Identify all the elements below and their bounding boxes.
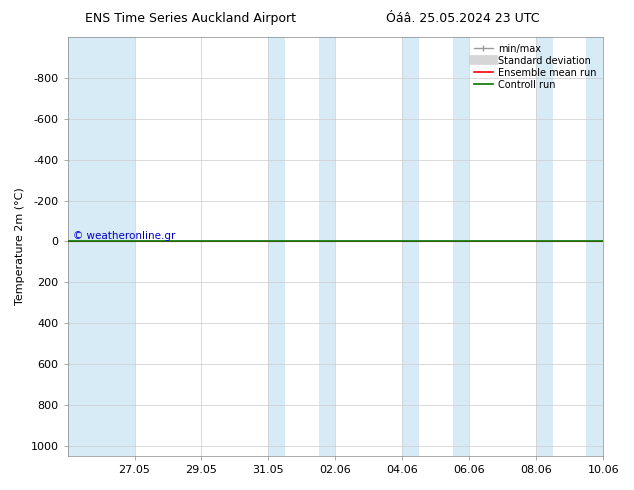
Bar <box>68 37 134 456</box>
Bar <box>403 37 419 456</box>
Bar <box>268 37 285 456</box>
Legend: min/max, Standard deviation, Ensemble mean run, Controll run: min/max, Standard deviation, Ensemble me… <box>472 42 598 92</box>
Bar <box>536 37 553 456</box>
Text: © weatheronline.gr: © weatheronline.gr <box>73 231 176 242</box>
Bar <box>319 37 335 456</box>
Bar <box>453 37 469 456</box>
Text: ENS Time Series Auckland Airport: ENS Time Series Auckland Airport <box>85 12 295 25</box>
Text: Óáâ. 25.05.2024 23 UTC: Óáâ. 25.05.2024 23 UTC <box>386 12 540 25</box>
Bar <box>586 37 603 456</box>
Y-axis label: Temperature 2m (°C): Temperature 2m (°C) <box>15 188 25 305</box>
